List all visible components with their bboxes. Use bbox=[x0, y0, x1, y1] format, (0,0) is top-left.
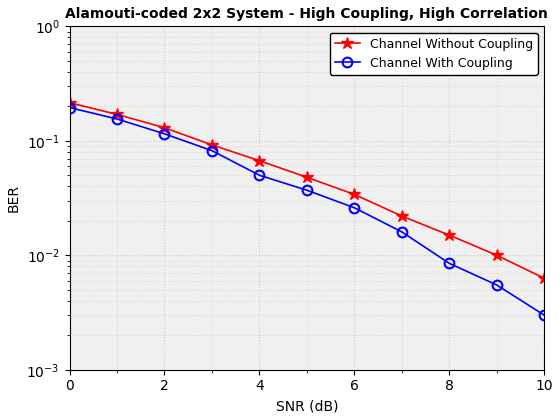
Channel With Coupling bbox=[161, 131, 168, 136]
Channel With Coupling bbox=[66, 105, 73, 110]
Channel Without Coupling bbox=[351, 192, 358, 197]
Y-axis label: BER: BER bbox=[7, 184, 21, 212]
Line: Channel Without Coupling: Channel Without Coupling bbox=[63, 97, 550, 284]
Channel With Coupling bbox=[541, 312, 548, 318]
Channel Without Coupling bbox=[161, 125, 168, 130]
Line: Channel With Coupling: Channel With Coupling bbox=[64, 103, 549, 320]
Channel With Coupling bbox=[208, 148, 215, 153]
Title: Alamouti-coded 2x2 System - High Coupling, High Correlation: Alamouti-coded 2x2 System - High Couplin… bbox=[66, 7, 548, 21]
Channel Without Coupling bbox=[399, 213, 405, 218]
Channel Without Coupling bbox=[114, 112, 120, 117]
Channel Without Coupling bbox=[446, 233, 452, 238]
Channel Without Coupling bbox=[541, 276, 548, 281]
Channel With Coupling bbox=[446, 261, 452, 266]
Channel With Coupling bbox=[114, 116, 120, 121]
Channel With Coupling bbox=[493, 283, 500, 288]
Channel With Coupling bbox=[351, 205, 358, 210]
Channel With Coupling bbox=[256, 173, 263, 178]
Channel Without Coupling bbox=[208, 142, 215, 147]
Channel With Coupling bbox=[304, 188, 310, 193]
Channel Without Coupling bbox=[493, 253, 500, 258]
Channel With Coupling bbox=[399, 229, 405, 234]
Channel Without Coupling bbox=[304, 175, 310, 180]
X-axis label: SNR (dB): SNR (dB) bbox=[276, 399, 338, 413]
Channel Without Coupling bbox=[256, 158, 263, 163]
Channel Without Coupling bbox=[66, 100, 73, 105]
Legend: Channel Without Coupling, Channel With Coupling: Channel Without Coupling, Channel With C… bbox=[330, 32, 538, 75]
